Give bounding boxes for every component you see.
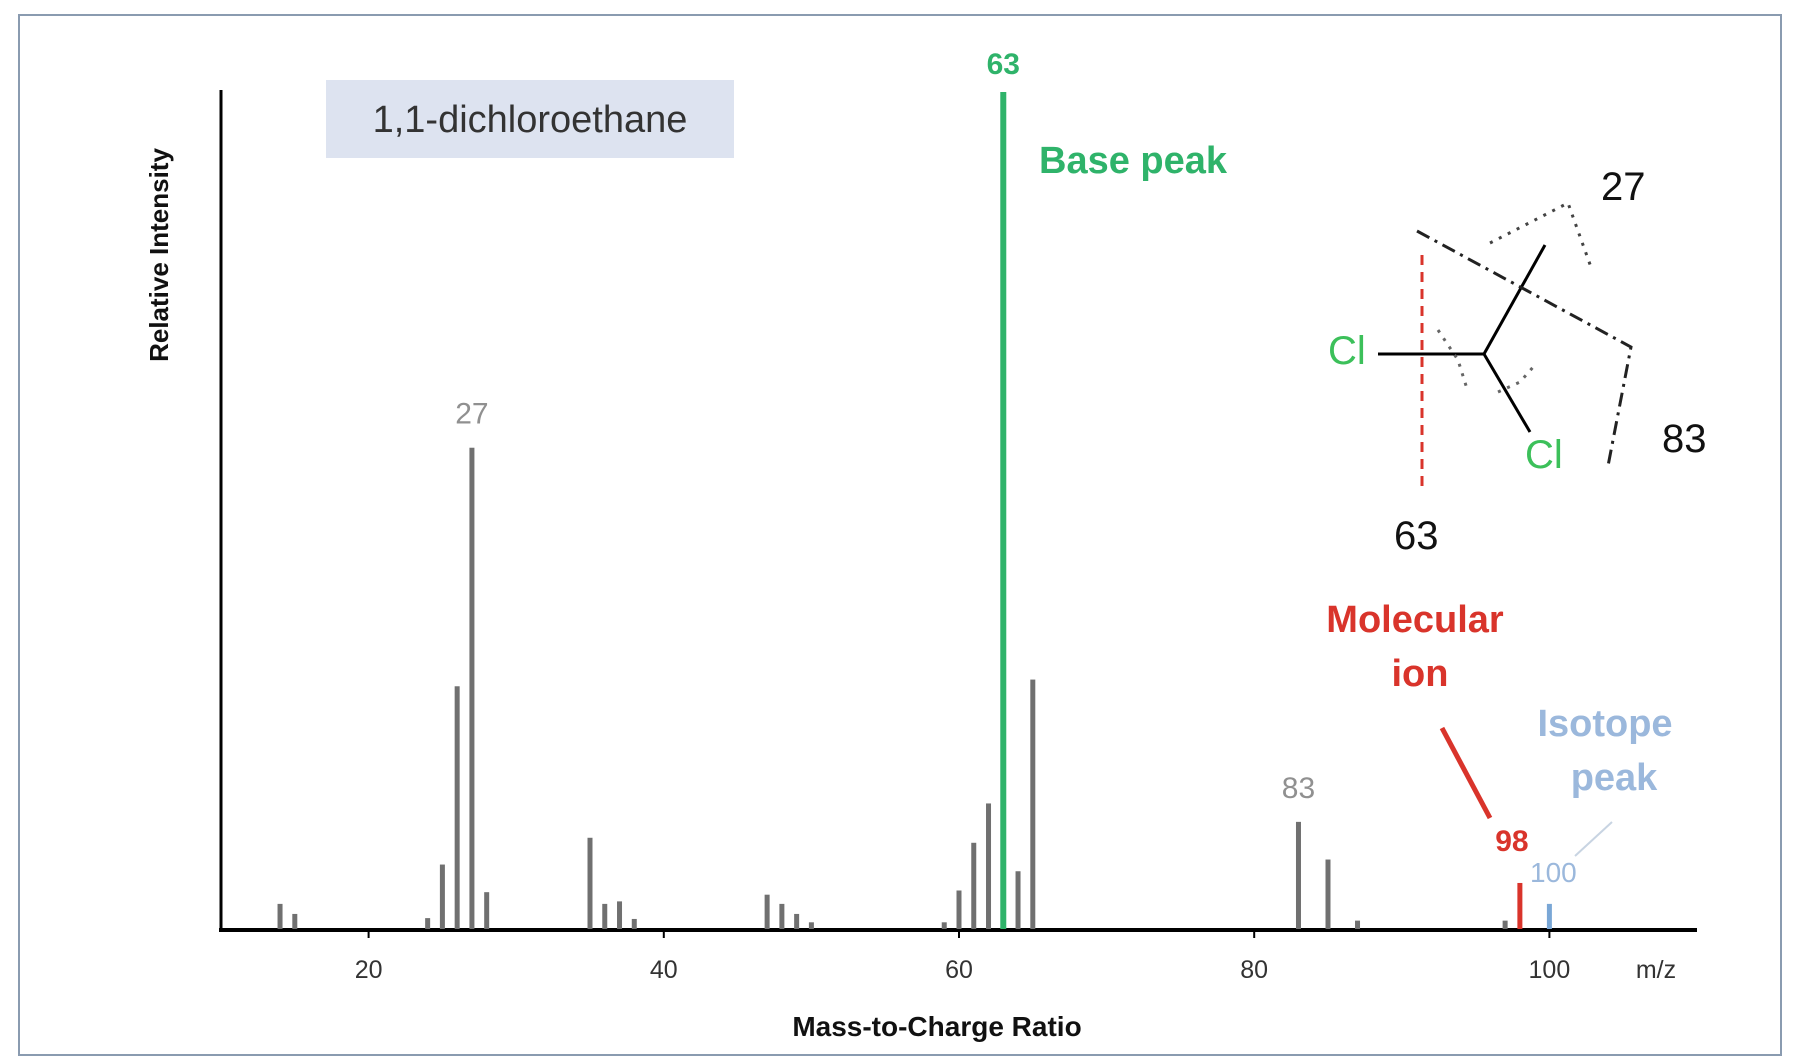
figure-frame [18,14,1782,1056]
peak-bar-15 [292,913,298,929]
peak-label-83: 83 [1282,772,1315,805]
fragment-label-83: 83 [1662,417,1707,461]
peak-bar-85 [1325,859,1331,929]
molecular-ion-annotation-line1: Molecular [1326,599,1504,641]
peak-bar-61 [971,842,977,929]
x-tick-label: 80 [1240,956,1268,984]
x-axis-unit-label: m/z [1636,956,1676,984]
peak-bar-63 [1000,92,1007,929]
chart-title: 1,1-dichloroethane [373,99,688,141]
fragment-label-27: 27 [1601,165,1646,209]
peak-bar-83 [1295,821,1301,929]
peak-bar-64 [1015,871,1021,929]
x-tick-label: 60 [945,956,973,984]
cleavage-line-27 [1489,200,1594,271]
peak-bar-60 [956,890,962,929]
y-axis-label: Relative Intensity [144,148,174,362]
peak-bar-14 [277,903,283,929]
peak-bar-97 [1502,920,1508,929]
atom-cl-left: Cl [1328,329,1366,373]
peak-bar-50 [808,922,814,929]
peak-label-27: 27 [455,398,488,431]
peak-bar-65 [1030,679,1036,929]
peak-bar-59 [941,922,947,929]
x-tick-label: 40 [650,956,678,984]
base-peak-annotation: Base peak [1039,140,1228,182]
peak-bar-26 [454,686,460,929]
x-tick-label: 20 [355,956,383,984]
peak-bar-27 [469,447,475,929]
peak-bar-48 [779,903,785,929]
peak-bar-24 [425,918,431,929]
peak-bar-28 [484,892,490,929]
bond-cl2 [1482,353,1532,433]
molecular-ion-pointer [1439,726,1493,820]
cleavage-line-83 [1416,229,1633,467]
peak-bar-25 [439,864,445,929]
peak-bar-87 [1355,920,1361,929]
peak-bar-98 [1517,882,1523,929]
isotope-pointer [1574,821,1613,857]
peak-bar-37 [617,901,623,929]
x-axis-ticks: 20 40 60 80 100 [355,930,1571,984]
peak-label-100: 100 [1530,857,1577,888]
peak-label-63: 63 [987,48,1020,81]
peak-bar-62 [986,803,992,929]
peak-bar-38 [631,918,637,929]
x-axis-label: Mass-to-Charge Ratio [792,1011,1081,1042]
molecular-ion-annotation-line2: ion [1392,653,1449,695]
peak-label-98: 98 [1495,825,1528,858]
title-box [326,80,734,158]
isotope-annotation-line2: peak [1571,757,1658,799]
structure-diagram: Cl Cl 27 63 83 [1328,165,1707,558]
cleavage-arc [1436,329,1470,393]
peak-bar-100 [1546,903,1552,929]
peak-bars [277,92,1552,929]
atom-cl-bottom: Cl [1525,433,1563,477]
fragment-label-63: 63 [1394,514,1439,558]
peak-bar-49 [794,913,800,929]
peak-bar-47 [764,894,770,929]
bond-cc [1482,244,1547,355]
x-tick-label: 100 [1529,956,1571,984]
peak-bar-35 [587,837,593,929]
isotope-annotation-line1: Isotope [1537,703,1672,745]
peak-bar-36 [602,903,608,929]
